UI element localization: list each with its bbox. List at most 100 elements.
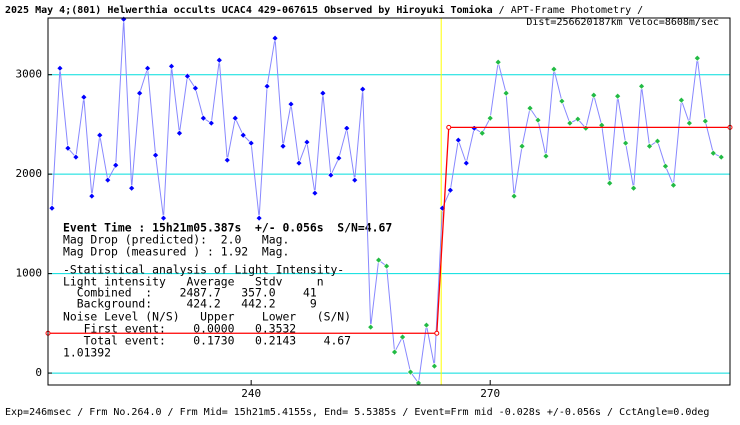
data-point <box>693 54 701 62</box>
data-point <box>598 121 606 129</box>
data-point <box>478 129 486 137</box>
data-point <box>303 138 311 146</box>
x-tick-label: 240 <box>241 387 261 400</box>
data-point <box>287 100 295 108</box>
data-point <box>622 139 630 147</box>
data-point <box>96 131 104 139</box>
data-point <box>56 64 64 72</box>
data-point <box>176 129 183 137</box>
data-point <box>646 142 653 150</box>
data-point <box>367 323 375 331</box>
data-point <box>654 137 661 145</box>
data-point <box>359 85 367 93</box>
data-point <box>351 176 359 184</box>
data-point <box>606 179 614 187</box>
data-point <box>72 153 80 161</box>
annotation: Combined : 2487.7 357.0 41 <box>63 286 317 300</box>
data-point <box>319 89 327 97</box>
chart-title: 2025 May 4;(801) Helwerthia occults UCAC… <box>5 4 493 16</box>
data-point <box>263 82 271 90</box>
data-point <box>399 333 406 341</box>
data-point <box>462 159 470 167</box>
y-tick-label: 3000 <box>16 68 43 81</box>
footer: Exp=246msec / Frm No.264.0 / Frm Mid= 15… <box>5 407 709 418</box>
data-point <box>80 93 88 101</box>
data-point <box>184 72 191 80</box>
data-point <box>407 368 414 376</box>
data-point <box>199 114 207 122</box>
data-point <box>526 104 534 112</box>
plot-area: 0 1000 2000 3000 240 270 Event Time : 15h21m05… <box>16 15 733 400</box>
data-point <box>231 114 239 122</box>
data-point <box>311 189 319 197</box>
data-point <box>510 192 518 200</box>
data-point <box>502 89 510 97</box>
data-point <box>112 161 120 169</box>
data-point <box>295 159 303 167</box>
annotation: 1.01392 <box>63 346 111 360</box>
data-point <box>494 58 502 66</box>
data-point <box>423 321 430 329</box>
plot-frame <box>47 17 731 386</box>
data-point <box>191 84 199 92</box>
data-point <box>614 92 622 100</box>
annotation: Light intensity Average Stdv n <box>63 275 324 289</box>
data-point <box>375 256 383 264</box>
data-point <box>239 131 247 139</box>
data-point <box>383 262 391 270</box>
data-point <box>550 65 558 73</box>
annotation: Total event: 0.1730 0.2143 4.67 <box>63 334 351 348</box>
model-vertex <box>434 330 440 336</box>
y-tick-label: 0 <box>35 366 42 379</box>
data-point <box>454 136 462 144</box>
data-point <box>662 162 669 170</box>
data-point <box>144 64 152 72</box>
data-point <box>207 119 215 127</box>
data-point <box>136 89 144 97</box>
data-point <box>446 186 454 194</box>
data-point <box>223 156 231 164</box>
data-point <box>717 153 725 161</box>
data-point <box>160 214 167 222</box>
annotation: Background: 424.2 442.2 9 <box>63 297 317 311</box>
data-point <box>152 151 159 159</box>
data-point <box>343 124 351 132</box>
data-point <box>534 116 542 124</box>
data-point <box>128 184 136 192</box>
data-point <box>247 139 255 147</box>
data-point <box>271 34 279 42</box>
data-point <box>574 115 582 123</box>
data-point <box>638 82 645 90</box>
x-tick-label: 270 <box>480 387 500 400</box>
data-point <box>590 91 598 99</box>
data-point <box>48 204 56 212</box>
model-vertex <box>446 124 452 130</box>
data-point <box>391 348 399 356</box>
data-point <box>327 171 335 179</box>
data-point <box>558 97 566 105</box>
annotation: -Statistical analysis of Light Intensity… <box>63 263 344 277</box>
data-point <box>335 154 343 162</box>
annotation: Noise Level (N/S) Upper Lower (S/N) <box>63 310 351 324</box>
data-point <box>566 119 574 127</box>
data-point <box>542 152 550 160</box>
y-tick-label: 1000 <box>16 267 43 280</box>
data-point <box>430 362 438 370</box>
data-point <box>709 149 717 157</box>
y-tick-label: 2000 <box>16 167 43 180</box>
data-point <box>88 192 96 200</box>
annotation: Mag Drop (measured ) : 1.92 Mag. <box>63 245 289 259</box>
title-suffix: / APT-Frame Photometry / <box>499 5 644 16</box>
annotation: First event: 0.0000 0.3532 <box>63 322 296 336</box>
model-line <box>48 126 730 334</box>
data-point <box>518 142 526 150</box>
data-point <box>255 214 263 222</box>
subtitle: Dist=256620187km Veloc=8608m/sec <box>526 17 719 28</box>
data-point <box>677 96 685 104</box>
data-point <box>168 62 175 70</box>
annotation: Mag Drop (predicted): 2.0 Mag. <box>63 233 289 247</box>
data-point <box>670 181 677 189</box>
data-point <box>685 119 693 127</box>
